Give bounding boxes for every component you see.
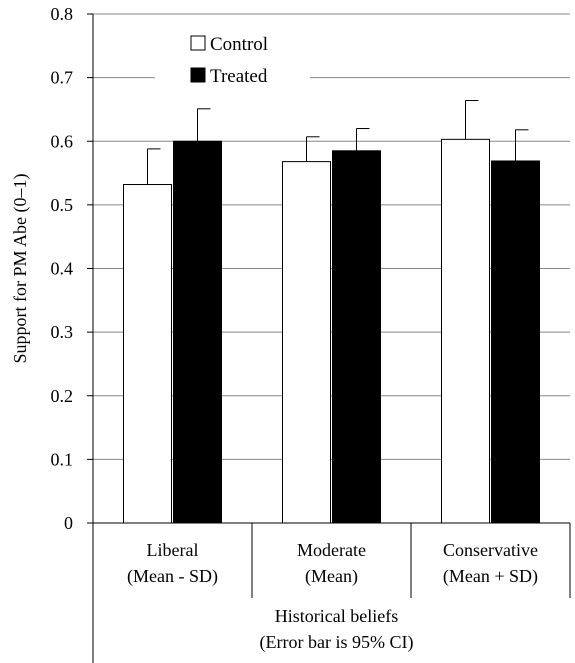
- y-tick-label: 0.6: [51, 131, 74, 151]
- legend: Control Treated: [155, 26, 310, 96]
- y-tick-label: 0.3: [51, 322, 74, 342]
- y-tick-label: 0: [64, 513, 73, 533]
- category-label: (Mean - SD): [127, 566, 218, 587]
- x-axis-title: Historical beliefs: [275, 606, 398, 626]
- y-tick-label: 0.4: [51, 259, 74, 279]
- y-tick-label: 0.5: [51, 195, 74, 215]
- y-tick-labels: 0 0.1 0.2 0.3 0.4 0.5 0.6 0.7 0.8: [51, 4, 74, 533]
- y-axis-title: Support for PM Abe (0–1): [10, 174, 31, 364]
- bar-treated-1: [332, 150, 381, 524]
- legend-swatch-control: [190, 35, 206, 51]
- axis-titles: Historical beliefs (Error bar is 95% CI) S…: [10, 174, 413, 654]
- y-tick-label: 0.8: [51, 4, 74, 24]
- legend-background: [155, 26, 310, 96]
- category-label: Liberal: [147, 540, 199, 560]
- bar-treated-0: [173, 140, 222, 524]
- bar-control-2: [441, 138, 490, 524]
- legend-label-treated: Treated: [210, 66, 268, 87]
- bar-control-1: [282, 161, 331, 524]
- legend-label-control: Control: [210, 34, 268, 55]
- category-label: Moderate: [297, 540, 366, 560]
- y-tick-label: 0.7: [51, 68, 74, 88]
- bars: [123, 138, 540, 524]
- category-labels: Liberal (Mean - SD) Moderate (Mean) Conserva…: [127, 540, 538, 587]
- error-bars: [147, 100, 529, 185]
- legend-swatch-treated: [190, 67, 206, 83]
- x-axis-title: (Error bar is 95% CI): [260, 632, 414, 653]
- category-label: (Mean + SD): [443, 566, 538, 587]
- y-tick-label: 0.2: [51, 386, 74, 406]
- y-tick-label: 0.1: [51, 449, 74, 469]
- category-label: Conservative: [443, 540, 538, 560]
- axes: [87, 13, 571, 663]
- bar-treated-2: [491, 160, 540, 524]
- bar-control-0: [123, 184, 172, 524]
- category-label: (Mean): [305, 566, 358, 587]
